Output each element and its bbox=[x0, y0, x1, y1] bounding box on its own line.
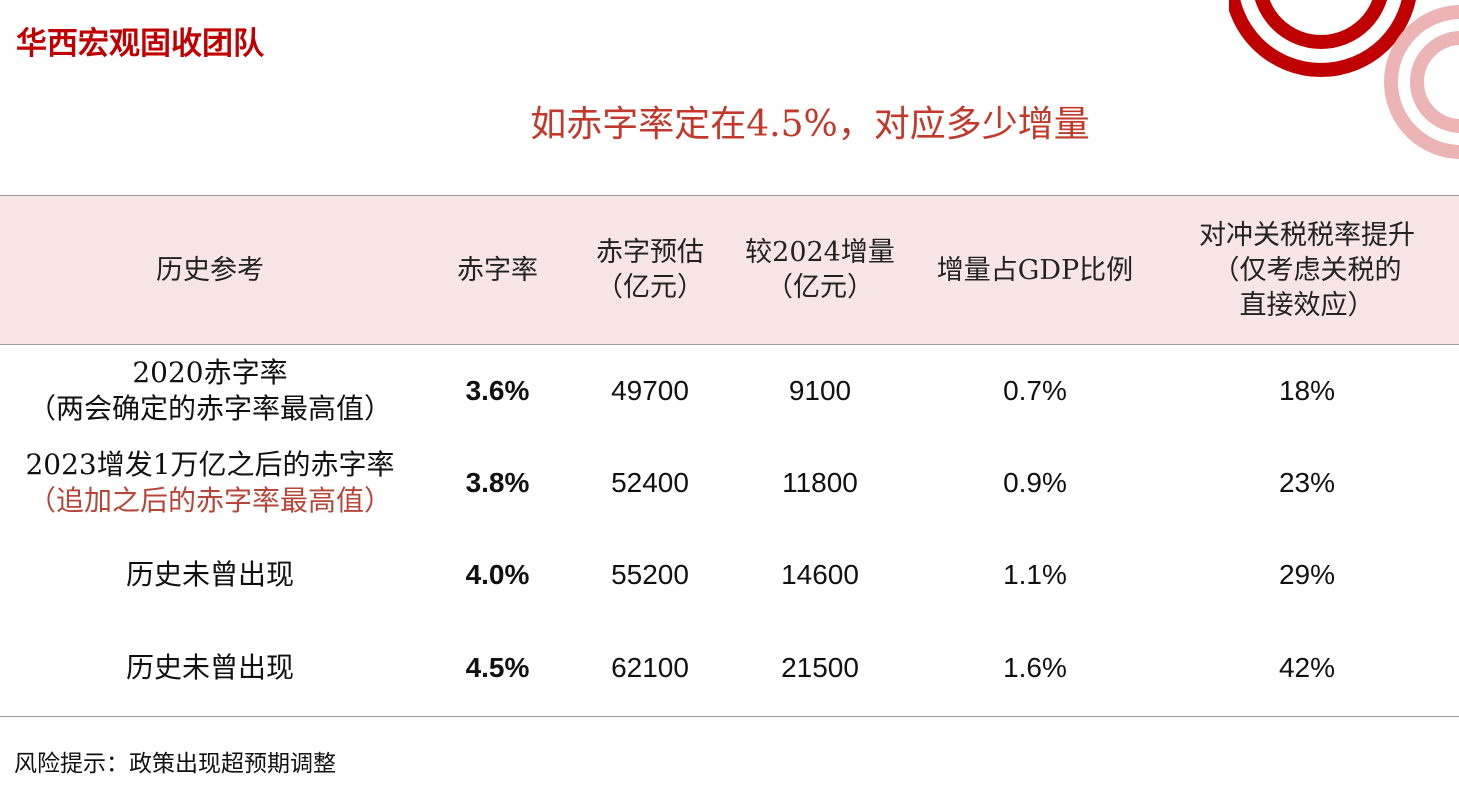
row-estimate: 55200 bbox=[611, 558, 689, 590]
row-tariff: 42% bbox=[1155, 620, 1459, 717]
row-gdp-ratio: 0.7% bbox=[1003, 374, 1067, 406]
row-estimate: 49700 bbox=[611, 374, 689, 406]
row-tariff: 23% bbox=[1278, 466, 1336, 498]
team-name: 华西宏观固收团队 bbox=[16, 26, 264, 61]
table-row: 历史未曾出现 4.5% 62100 21500 1.6% 42% bbox=[0, 620, 1459, 717]
risk-note: 风险提示：政策出现超预期调整 bbox=[14, 750, 336, 776]
row-gdp-ratio: 1.1% bbox=[1003, 558, 1067, 590]
row-deficit-rate: 4.0% bbox=[465, 558, 530, 590]
table-row: 2020赤字率 （两会确定的赤字率最高值） 3.6% 49700 9100 0.… bbox=[0, 345, 1459, 437]
row-increment: 9100 bbox=[788, 374, 852, 406]
col-header-gdp-ratio: 增量占GDP比例 bbox=[915, 195, 1155, 345]
row-reference: 历史未曾出现 bbox=[0, 620, 420, 717]
col-header-deficit-estimate: 赤字预估 （亿元） bbox=[575, 195, 725, 345]
row-deficit-rate: 4.5% bbox=[420, 620, 575, 717]
row-tariff: 18% bbox=[1278, 374, 1336, 406]
col-header-reference: 历史参考 bbox=[0, 195, 420, 345]
row-deficit-rate: 3.8% bbox=[465, 466, 530, 498]
row-estimate: 52400 bbox=[611, 466, 689, 498]
row-estimate: 62100 bbox=[575, 620, 725, 717]
row-increment: 14600 bbox=[781, 558, 859, 590]
table-header-row: 历史参考 赤字率 赤字预估 （亿元） 较2024增量 （亿元） 增量占GDP比例… bbox=[0, 195, 1459, 345]
row-reference: 历史未曾出现 bbox=[125, 557, 294, 591]
deficit-table: 历史参考 赤字率 赤字预估 （亿元） 较2024增量 （亿元） 增量占GDP比例… bbox=[0, 195, 1459, 717]
col-header-deficit-rate: 赤字率 bbox=[420, 195, 575, 345]
table-row: 历史未曾出现 4.0% 55200 14600 1.1% 29% bbox=[0, 529, 1459, 621]
row-gdp-ratio: 1.6% bbox=[915, 620, 1155, 717]
row-increment: 11800 bbox=[782, 466, 858, 498]
row-tariff: 29% bbox=[1278, 558, 1336, 590]
col-header-tariff: 对冲关税税率提升 （仅考虑关税的 直接效应） bbox=[1155, 195, 1459, 345]
row-deficit-rate: 3.6% bbox=[465, 374, 530, 406]
row-reference: 2023增发1万亿之后的赤字率 （追加之后的赤字率最高值） bbox=[25, 447, 395, 517]
row-gdp-ratio: 0.9% bbox=[1003, 466, 1067, 498]
row-reference: 2020赤字率 （两会确定的赤字率最高值） bbox=[27, 355, 392, 425]
page-title: 如赤字率定在4.5%，对应多少增量 bbox=[530, 104, 1090, 145]
col-header-increment: 较2024增量 （亿元） bbox=[725, 195, 915, 345]
row-increment: 21500 bbox=[725, 620, 915, 717]
decorative-rings-logo bbox=[1229, 0, 1459, 159]
table-row: 2023增发1万亿之后的赤字率 （追加之后的赤字率最高值） 3.8% 52400… bbox=[0, 437, 1459, 529]
